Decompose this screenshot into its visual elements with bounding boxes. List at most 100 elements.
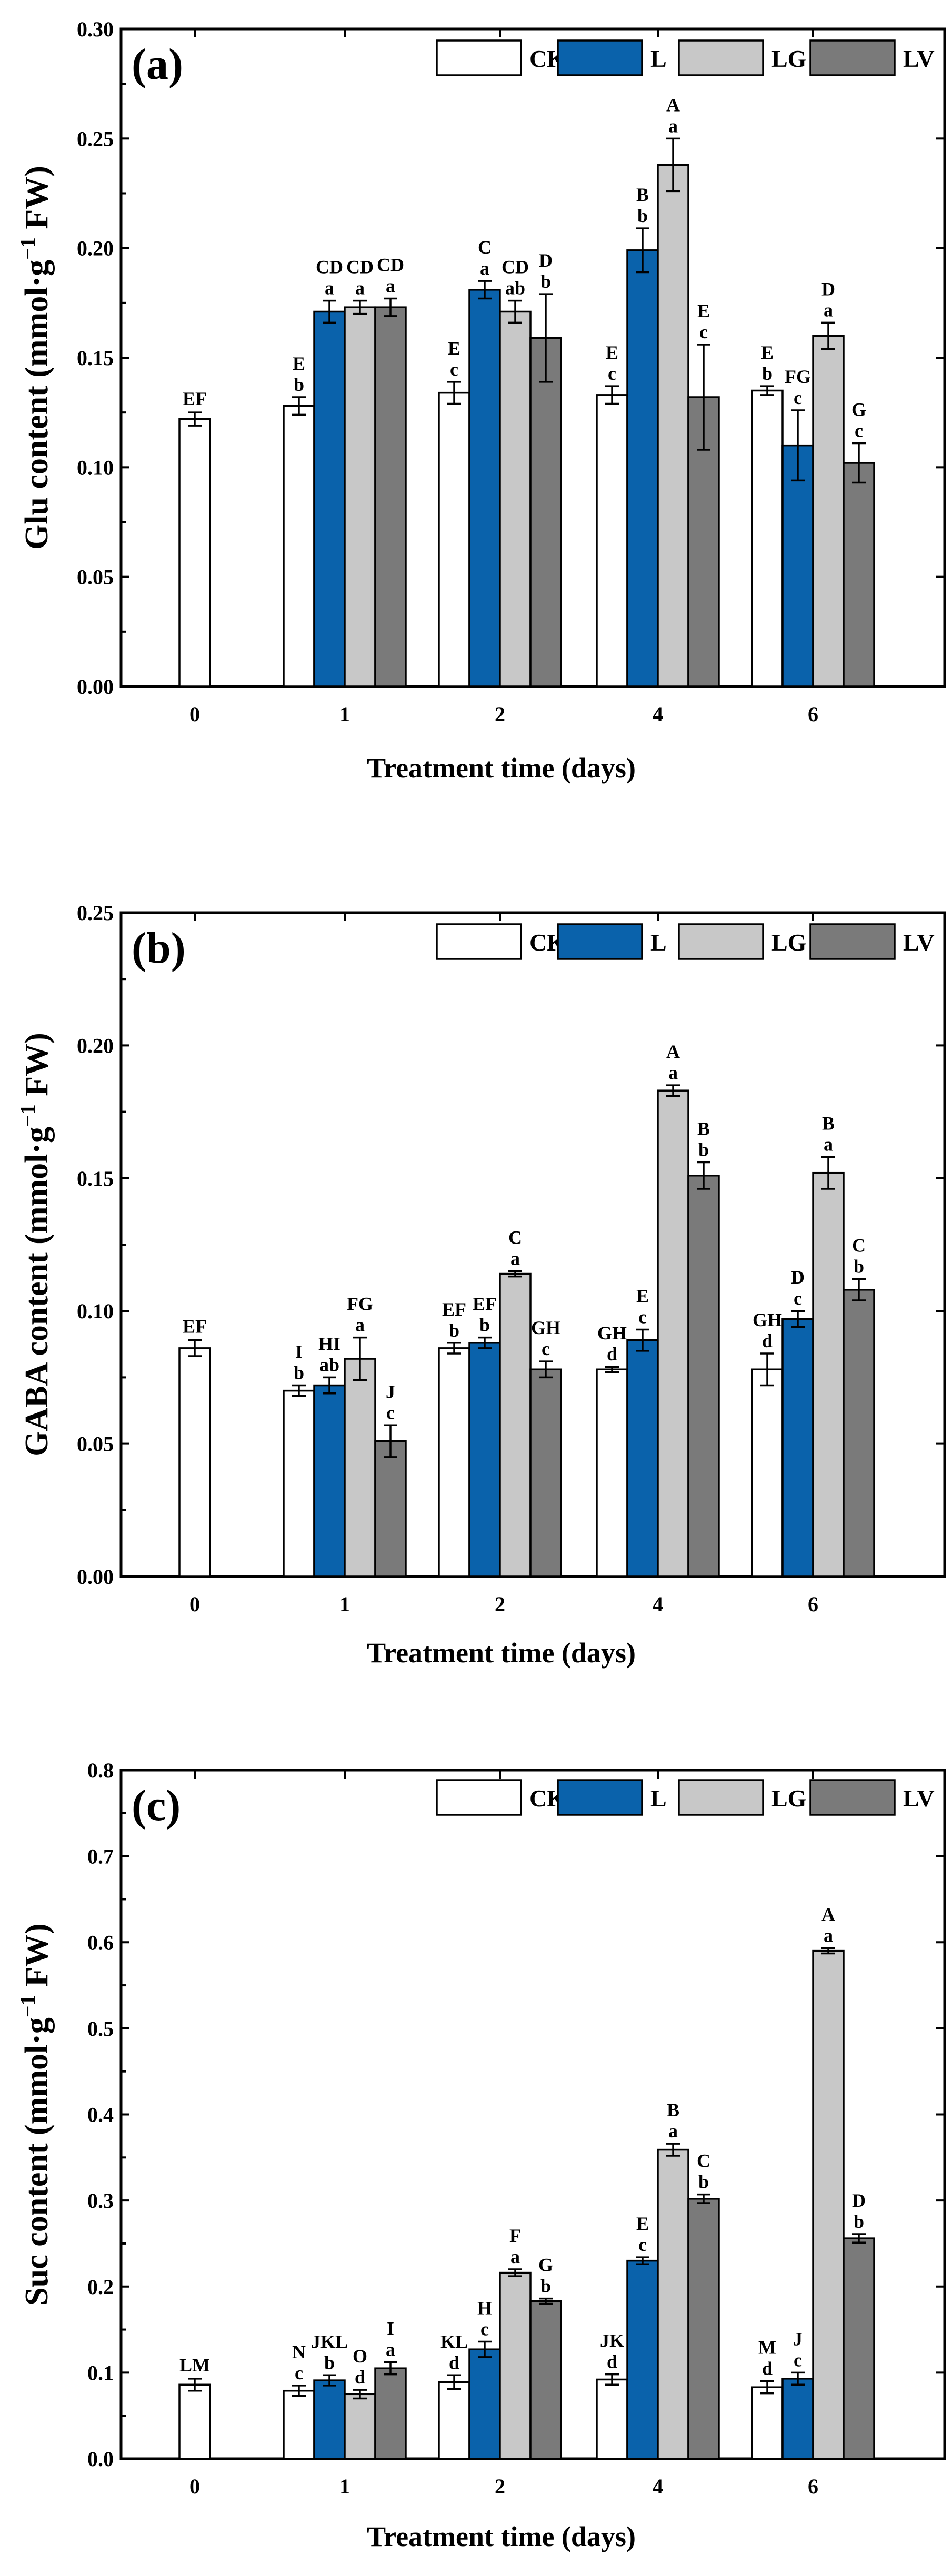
- letter-lower: c: [295, 2362, 303, 2383]
- letter-lower: b: [540, 271, 551, 292]
- letter-upper: E: [606, 342, 618, 363]
- bar-L-1: [313, 1384, 346, 1578]
- legend-swatch-LV: [809, 923, 896, 960]
- x-axis-title: Treatment time (days): [367, 752, 636, 784]
- x-tick-label-6: 6: [808, 702, 818, 726]
- letter-upper: D: [791, 1267, 805, 1288]
- legend-swatch-CK: [436, 923, 522, 960]
- bar-LV-1: [374, 1440, 407, 1578]
- chart-panel-b: 0.00 0.05 0.10 0.15 0.20 0.25 0 1 2 4 6 Treatment t…: [16, 901, 946, 1669]
- letter-lower: a: [668, 1062, 678, 1083]
- letter-lower: c: [638, 1307, 647, 1328]
- y-tick-label: 0.00: [77, 675, 114, 699]
- letter-lower: c: [450, 359, 458, 380]
- bar-LV-4: [687, 1175, 720, 1578]
- bar-L-4: [626, 2259, 659, 2460]
- bar-CK-1: [283, 1389, 315, 1578]
- y-axis-title: GABA content (mmol·g−1 FW): [16, 1033, 55, 1457]
- letter-upper: C: [697, 2150, 710, 2171]
- y-tick-label: 0.4: [87, 2103, 114, 2127]
- x-tick-label-1: 1: [339, 2474, 350, 2498]
- bar-CK-1: [283, 405, 315, 688]
- legend-label-LV: LV: [903, 45, 935, 72]
- letter-upper: E: [761, 342, 774, 363]
- letter-lower: b: [698, 1139, 709, 1160]
- bar-LG-1: [344, 1358, 376, 1578]
- letter-upper: A: [666, 1041, 680, 1062]
- letter-upper: EF: [442, 1299, 466, 1320]
- letter-lower: d: [607, 1343, 617, 1365]
- bar-CK-0: [178, 418, 211, 688]
- letter-upper: EF: [473, 1294, 497, 1315]
- letter-upper: I: [295, 1341, 303, 1362]
- chart-panel-c: 0.0 0.1 0.2 0.3 0.4 0.5 0.6 0.7 0.8 0 1 2 4 6 Treatmen…: [16, 1759, 946, 2552]
- letter-upper: H: [477, 2297, 492, 2318]
- bar-LG-6: [812, 335, 845, 688]
- letter-lower: c: [855, 420, 863, 441]
- letter-lower: b: [762, 363, 773, 384]
- x-tick-label-0: 0: [189, 2474, 200, 2498]
- bar-LG-1: [344, 2393, 376, 2460]
- letter-lower: b: [479, 1315, 490, 1336]
- letter-lower: a: [510, 2246, 520, 2267]
- letter-lower: c: [794, 387, 802, 408]
- y-tick-label: 0.1: [87, 2361, 114, 2385]
- letter-lower: a: [386, 276, 395, 297]
- letter-upper: EF: [183, 1316, 207, 1337]
- y-tick-label: 0.6: [87, 1931, 114, 1954]
- letter-upper: FG: [347, 1294, 373, 1315]
- letter-upper: B: [822, 1113, 835, 1134]
- letter-upper: E: [697, 300, 710, 321]
- letter-upper: GH: [597, 1322, 627, 1343]
- bar-L-6: [781, 2378, 814, 2460]
- bar-CK-6: [751, 1368, 784, 1578]
- x-tick-label-0: 0: [189, 702, 200, 726]
- letter-lower: b: [294, 374, 304, 395]
- x-tick-label-1: 1: [339, 1592, 350, 1616]
- legend-label-LG: LG: [771, 1785, 806, 1812]
- letter-upper: I: [387, 2318, 394, 2339]
- letter-lower: a: [824, 1925, 833, 1946]
- letter-lower: c: [638, 2234, 647, 2255]
- y-tick-label: 0.5: [87, 2017, 114, 2040]
- bar-LG-6: [812, 1949, 845, 2460]
- bar-CK-2: [438, 1347, 470, 1578]
- y-tick-label: 0.10: [77, 456, 114, 479]
- y-tick-label: 0.8: [87, 1759, 114, 1782]
- letter-lower: b: [854, 1256, 864, 1277]
- letter-upper: HI: [318, 1333, 340, 1354]
- letter-upper: B: [667, 2099, 679, 2120]
- bar-LG-4: [657, 2148, 689, 2460]
- letter-lower: a: [668, 115, 678, 136]
- y-tick-label: 0.15: [77, 1167, 114, 1190]
- bar-L-2: [468, 2348, 501, 2460]
- y-tick-label: 0.15: [77, 346, 114, 370]
- letter-upper: N: [292, 2341, 306, 2362]
- letter-lower: d: [762, 1330, 773, 1351]
- letter-lower: b: [698, 2171, 709, 2193]
- letter-upper: JKL: [311, 2331, 348, 2352]
- x-tick-label-1: 1: [339, 702, 350, 726]
- bar-LV-1: [374, 306, 407, 688]
- y-tick-label: 0.3: [87, 2189, 114, 2213]
- letter-upper: A: [666, 94, 680, 115]
- letter-lower: c: [386, 1402, 395, 1423]
- y-tick-label: 0.7: [87, 1845, 114, 1868]
- letter-upper: CD: [316, 257, 343, 278]
- letter-upper: G: [851, 399, 866, 420]
- letter-lower: c: [608, 363, 616, 384]
- legend-label-LV: LV: [903, 929, 935, 956]
- letter-lower: a: [510, 1248, 520, 1269]
- letter-lower: c: [480, 2318, 489, 2339]
- y-tick-label: 0.20: [77, 237, 114, 260]
- legend-label-L: L: [650, 1785, 667, 1812]
- bar-CK-4: [596, 1368, 628, 1578]
- bar-LV-2: [529, 337, 562, 688]
- letter-lower: a: [480, 258, 489, 279]
- legend-swatch-LV: [809, 39, 896, 76]
- letter-lower: a: [355, 278, 365, 299]
- bar-LV-4: [687, 2198, 720, 2460]
- letter-upper: E: [636, 1286, 649, 1307]
- letter-lower: ab: [319, 1354, 339, 1375]
- letter-lower: a: [386, 2339, 395, 2360]
